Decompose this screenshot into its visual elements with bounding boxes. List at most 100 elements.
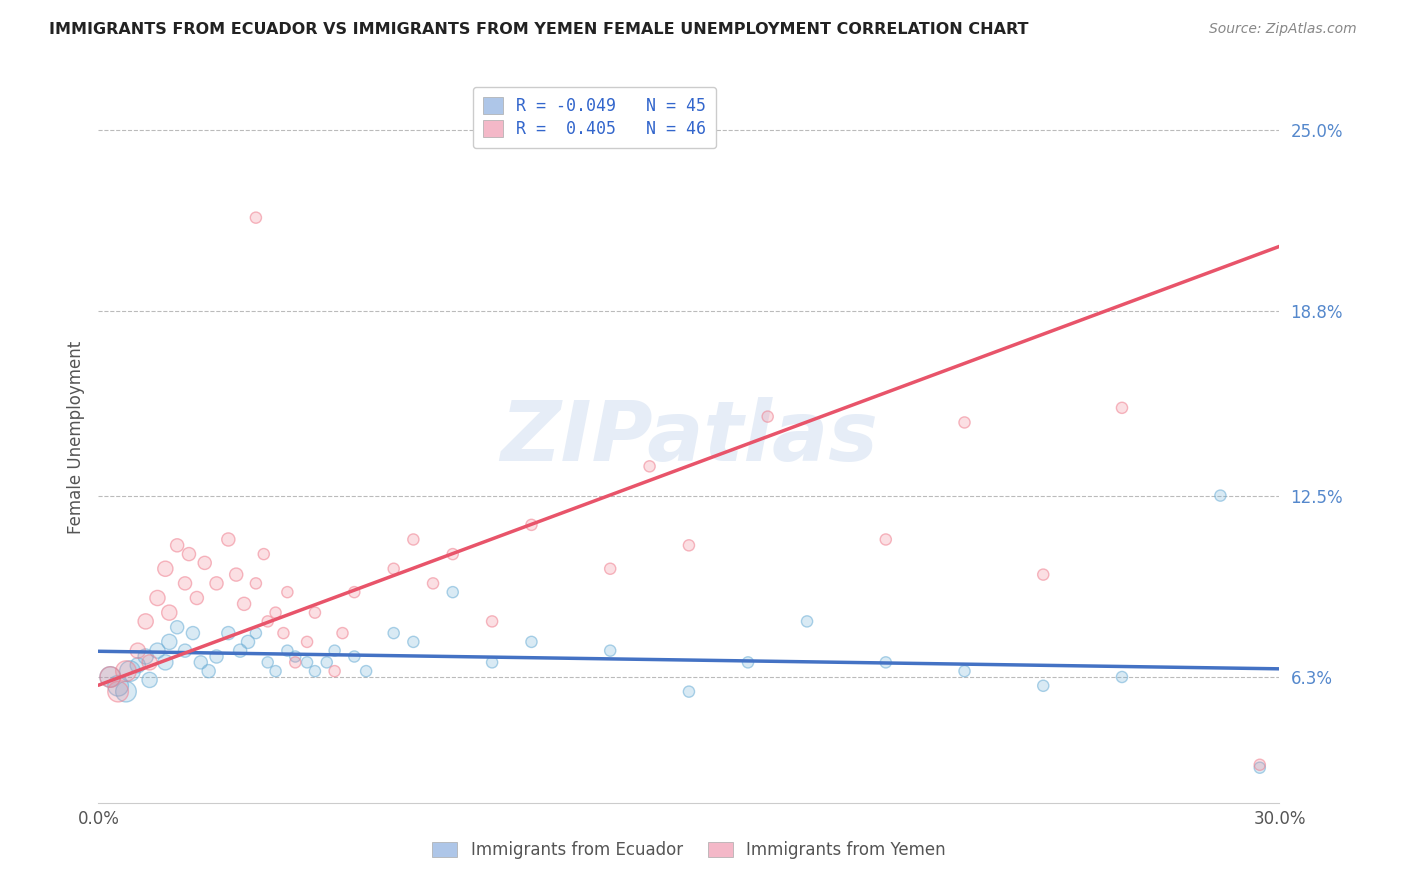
Point [264, 606, 287, 620]
Point [284, 649, 307, 664]
Point [127, 658, 149, 673]
Point [678, 538, 700, 552]
Point [481, 615, 503, 629]
Y-axis label: Female Unemployment: Female Unemployment [66, 341, 84, 533]
Point [166, 620, 188, 634]
Point [217, 533, 239, 547]
Point [245, 211, 267, 225]
Point [737, 656, 759, 670]
Point [1209, 489, 1232, 503]
Point [217, 626, 239, 640]
Point [402, 635, 425, 649]
Point [1111, 670, 1133, 684]
Point [343, 585, 366, 599]
Point [520, 517, 543, 532]
Point [875, 656, 897, 670]
Point [233, 597, 256, 611]
Point [599, 643, 621, 657]
Point [205, 649, 228, 664]
Point [98, 670, 121, 684]
Point [1032, 679, 1054, 693]
Point [756, 409, 779, 424]
Point [402, 533, 425, 547]
Point [264, 664, 287, 678]
Point [953, 664, 976, 678]
Point [107, 679, 129, 693]
Point [678, 684, 700, 698]
Point [284, 656, 307, 670]
Point [343, 649, 366, 664]
Point [157, 635, 180, 649]
Point [127, 658, 149, 673]
Point [138, 656, 160, 670]
Point [382, 626, 405, 640]
Point [1032, 679, 1054, 693]
Point [304, 606, 326, 620]
Point [638, 459, 661, 474]
Point [276, 643, 298, 657]
Point [229, 643, 252, 657]
Point [115, 684, 138, 698]
Point [135, 649, 157, 664]
Point [245, 626, 267, 640]
Point [253, 547, 276, 561]
Point [256, 615, 278, 629]
Point [343, 649, 366, 664]
Point [225, 567, 247, 582]
Point [953, 664, 976, 678]
Point [481, 656, 503, 670]
Point [295, 656, 318, 670]
Point [107, 684, 129, 698]
Point [599, 643, 621, 657]
Point [190, 656, 212, 670]
Point [1249, 761, 1271, 775]
Point [174, 576, 197, 591]
Point [135, 615, 157, 629]
Point [737, 656, 759, 670]
Point [245, 576, 267, 591]
Legend: Immigrants from Ecuador, Immigrants from Yemen: Immigrants from Ecuador, Immigrants from… [423, 833, 955, 868]
Point [481, 615, 503, 629]
Point [205, 649, 228, 664]
Point [157, 606, 180, 620]
Point [875, 656, 897, 670]
Point [233, 597, 256, 611]
Point [155, 656, 177, 670]
Point [756, 409, 779, 424]
Point [205, 576, 228, 591]
Point [1111, 670, 1133, 684]
Point [276, 643, 298, 657]
Point [678, 684, 700, 698]
Point [98, 670, 121, 684]
Point [155, 562, 177, 576]
Point [441, 585, 464, 599]
Point [1032, 567, 1054, 582]
Point [197, 664, 219, 678]
Point [953, 416, 976, 430]
Point [1032, 567, 1054, 582]
Point [422, 576, 444, 591]
Point [354, 664, 377, 678]
Point [520, 517, 543, 532]
Point [98, 670, 121, 684]
Point [599, 562, 621, 576]
Point [174, 576, 197, 591]
Point [1111, 401, 1133, 415]
Point [382, 562, 405, 576]
Point [127, 643, 149, 657]
Point [166, 538, 188, 552]
Point [174, 643, 197, 657]
Point [520, 635, 543, 649]
Point [177, 547, 200, 561]
Point [245, 626, 267, 640]
Point [157, 635, 180, 649]
Point [1249, 761, 1271, 775]
Point [190, 656, 212, 670]
Point [256, 656, 278, 670]
Point [138, 673, 160, 687]
Point [1111, 401, 1133, 415]
Point [323, 643, 346, 657]
Point [284, 649, 307, 664]
Point [236, 635, 259, 649]
Point [875, 533, 897, 547]
